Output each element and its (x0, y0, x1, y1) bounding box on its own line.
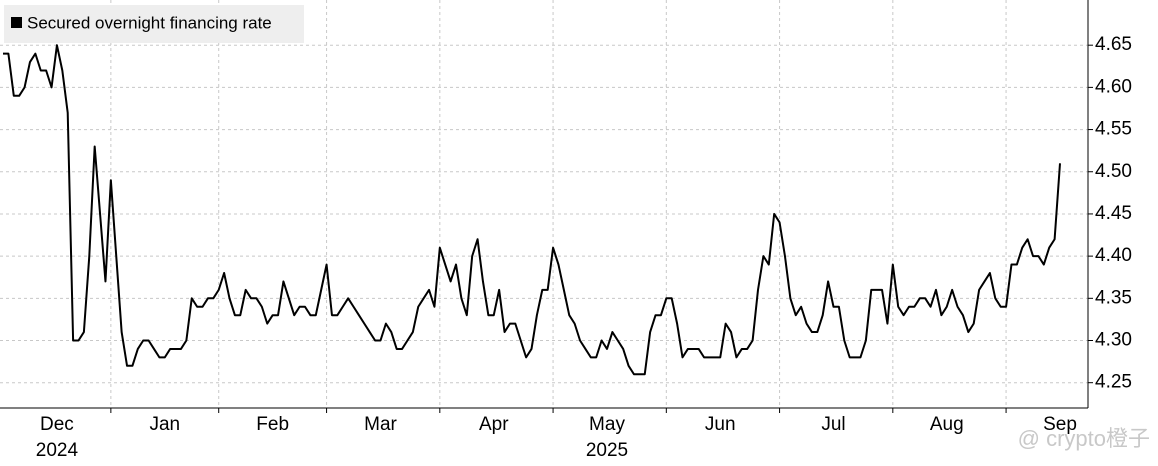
legend-swatch (11, 17, 22, 28)
x-tick-label: May 2025 (586, 414, 628, 461)
watermark: @ crypto橙子 (1018, 426, 1150, 451)
y-tick-label: 4.25 (1095, 372, 1132, 393)
y-tick-label: 4.50 (1095, 161, 1132, 182)
y-tick-label: 4.65 (1095, 34, 1132, 55)
x-tick-label: Mar (364, 414, 397, 435)
x-tick-label: Jun (705, 414, 736, 435)
x-tick-label: Aug (930, 414, 964, 435)
legend-box (4, 5, 304, 43)
y-tick-label: 4.60 (1095, 76, 1132, 97)
x-tick-label: Jan (149, 414, 180, 435)
x-tick-label: Jul (821, 414, 845, 435)
x-tick-label: Feb (256, 414, 289, 435)
y-tick-label: 4.55 (1095, 119, 1132, 140)
y-tick-label: 4.45 (1095, 203, 1132, 224)
x-tick-label: Dec 2024 (36, 414, 79, 461)
y-tick-label: 4.30 (1095, 330, 1132, 351)
y-tick-label: 4.35 (1095, 287, 1132, 308)
y-tick-label: 4.40 (1095, 245, 1132, 266)
data-line (3, 44, 1061, 376)
legend-label: Secured overnight financing rate (27, 13, 272, 32)
x-tick-label: Sep (1043, 414, 1077, 435)
x-tick-label: Apr (479, 414, 509, 435)
